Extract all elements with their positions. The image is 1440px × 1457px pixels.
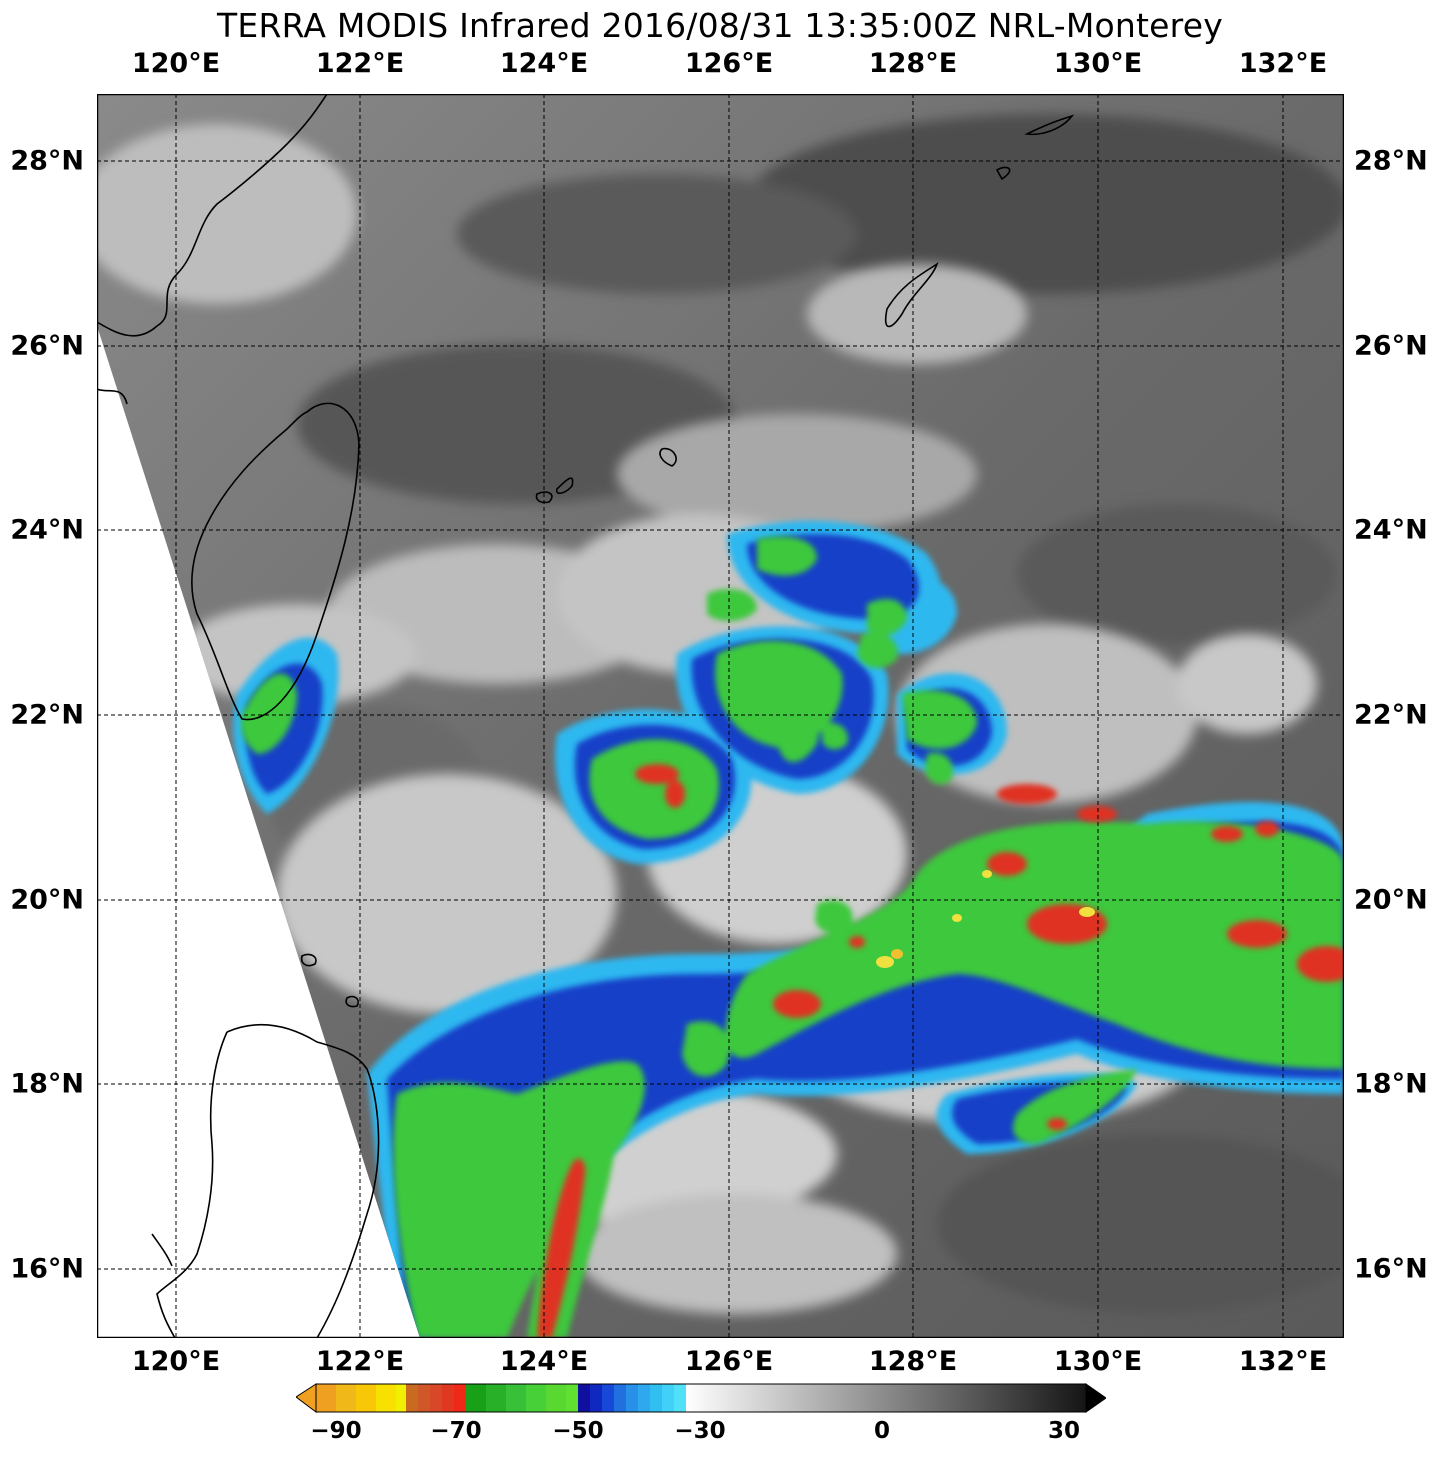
lon-label-bottom-132: 132°E [1238,1346,1328,1377]
coastlines [97,94,1075,1338]
lat-label-right-20: 20°N [1354,884,1428,916]
lat-label-right-18: 18°N [1354,1068,1428,1100]
map-frame [97,94,1344,1338]
extreme-yellow-tops [876,870,1095,968]
lat-label-left-22: 22°N [10,699,84,731]
colorbar-segments [316,1384,1086,1412]
lon-label-top-122: 122°E [315,48,405,79]
colorbar-label-5: 30 [1047,1418,1081,1444]
lon-label-top-130: 130°E [1053,48,1143,79]
colorbar-min-arrow [296,1383,317,1413]
colorbar-max-arrow [1085,1383,1106,1413]
dark-clear-regions [267,114,1344,1314]
lat-label-left-28: 28°N [10,145,84,177]
lon-label-bottom-120: 120°E [131,1346,221,1377]
lon-label-top-120: 120°E [131,48,221,79]
map-title: TERRA MODIS Infrared 2016/08/31 13:35:00… [217,6,1223,45]
lat-label-right-24: 24°N [1354,514,1428,546]
lon-label-top-126: 126°E [684,48,774,79]
lat-label-right-16: 16°N [1354,1253,1428,1285]
lat-label-left-18: 18°N [10,1068,84,1100]
lon-label-bottom-128: 128°E [868,1346,958,1377]
lon-label-bottom-130: 130°E [1053,1346,1143,1377]
lon-label-bottom-122: 122°E [315,1346,405,1377]
lat-label-right-28: 28°N [1354,145,1428,177]
lat-label-right-26: 26°N [1354,330,1428,362]
lon-label-top-128: 128°E [868,48,958,79]
lat-label-left-16: 16°N [10,1253,84,1285]
colorbar-label-3: −30 [674,1418,726,1444]
temperature-colorbar [296,1383,1106,1413]
lon-label-top-132: 132°E [1238,48,1328,79]
lat-label-left-26: 26°N [10,330,84,362]
colorbar-label-4: 0 [873,1418,891,1444]
colorbar-label-0: −90 [310,1418,362,1444]
lat-label-left-24: 24°N [10,514,84,546]
lon-label-bottom-126: 126°E [684,1346,774,1377]
graticule [97,94,1344,1338]
lon-label-bottom-124: 124°E [499,1346,589,1377]
lon-label-top-124: 124°E [499,48,589,79]
satellite-swath [97,94,1344,1338]
satellite-infrared-map [97,94,1344,1338]
lat-label-left-20: 20°N [10,884,84,916]
colorbar-label-1: −70 [430,1418,482,1444]
colorbar-label-2: −50 [552,1418,604,1444]
lat-label-right-22: 22°N [1354,699,1428,731]
